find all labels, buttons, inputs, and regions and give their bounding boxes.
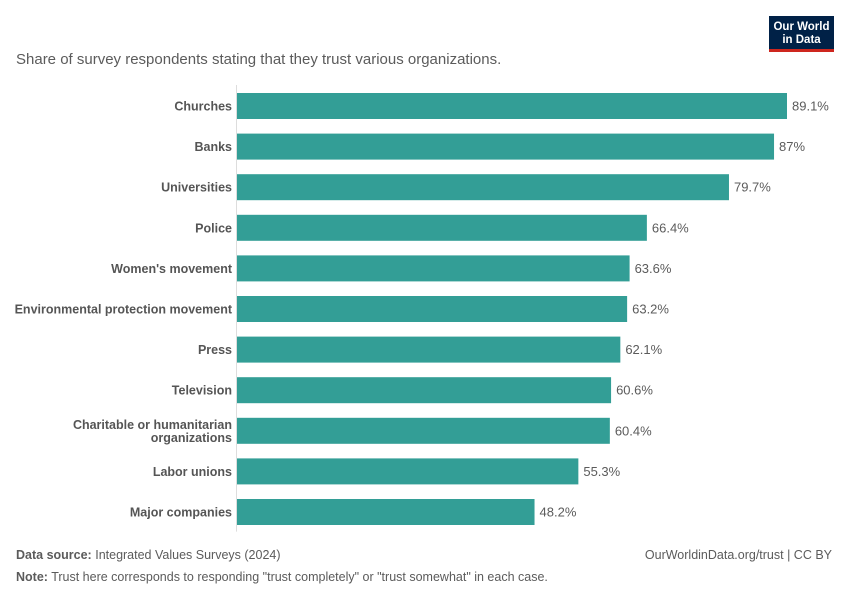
bar-value-label: 89.1% — [792, 99, 829, 114]
category-label: Press — [198, 343, 232, 357]
bar-value-label: 62.1% — [625, 342, 662, 357]
bar[interactable] — [237, 417, 610, 444]
logo-line-1: Our World — [773, 21, 830, 33]
bar-value-label: 63.2% — [632, 302, 669, 317]
category-label: organizations — [151, 431, 232, 445]
logo-line-2: in Data — [782, 34, 821, 46]
bar-value-label: 66.4% — [652, 220, 689, 235]
category-label: Charitable or humanitarian — [73, 418, 232, 432]
bar[interactable] — [237, 174, 729, 201]
category-label: Universities — [161, 181, 232, 195]
note-text: Trust here corresponds to responding "tr… — [51, 570, 548, 584]
owid-logo[interactable]: Our World in Data — [769, 16, 834, 52]
category-label: Police — [195, 221, 232, 235]
data-source-label: Data source: — [16, 548, 92, 562]
note-label: Note: — [16, 570, 48, 584]
note-line: Note: Trust here corresponds to respondi… — [16, 570, 548, 584]
category-label: Women's movement — [111, 262, 233, 276]
bar-value-label: 60.6% — [616, 383, 653, 398]
category-label: Labor unions — [153, 465, 232, 479]
bar-value-label: 60.4% — [615, 423, 652, 438]
bar[interactable] — [237, 133, 775, 160]
bar[interactable] — [237, 93, 787, 119]
bar[interactable] — [237, 214, 647, 241]
bar-value-label: 79.7% — [734, 180, 771, 195]
bar[interactable] — [237, 458, 579, 485]
category-label: Major companies — [130, 506, 232, 520]
bar-chart: 89.1% Churches 87% Banks 79.7% Universities 66… — [15, 85, 829, 532]
category-label: Television — [172, 384, 232, 398]
bar-value-label: 87% — [779, 139, 805, 154]
bar[interactable] — [237, 499, 535, 525]
category-label: Environmental protection movement — [15, 303, 233, 317]
bar[interactable] — [237, 296, 628, 322]
bar[interactable] — [237, 336, 621, 363]
chart-subtitle: Share of survey respondents stating that… — [16, 51, 502, 68]
category-label: Churches — [174, 100, 232, 114]
bar-value-label: 48.2% — [540, 505, 577, 520]
bar[interactable] — [237, 255, 630, 282]
bar-value-label: 55.3% — [583, 464, 620, 479]
credit-link[interactable]: OurWorldinData.org/trust | CC BY — [644, 548, 832, 562]
bar-value-label: 63.6% — [635, 261, 672, 276]
category-label: Banks — [194, 140, 232, 154]
data-source-line: Data source: Integrated Values Surveys (… — [16, 548, 281, 562]
bar[interactable] — [237, 377, 612, 404]
data-source-text: Integrated Values Surveys (2024) — [95, 548, 281, 562]
